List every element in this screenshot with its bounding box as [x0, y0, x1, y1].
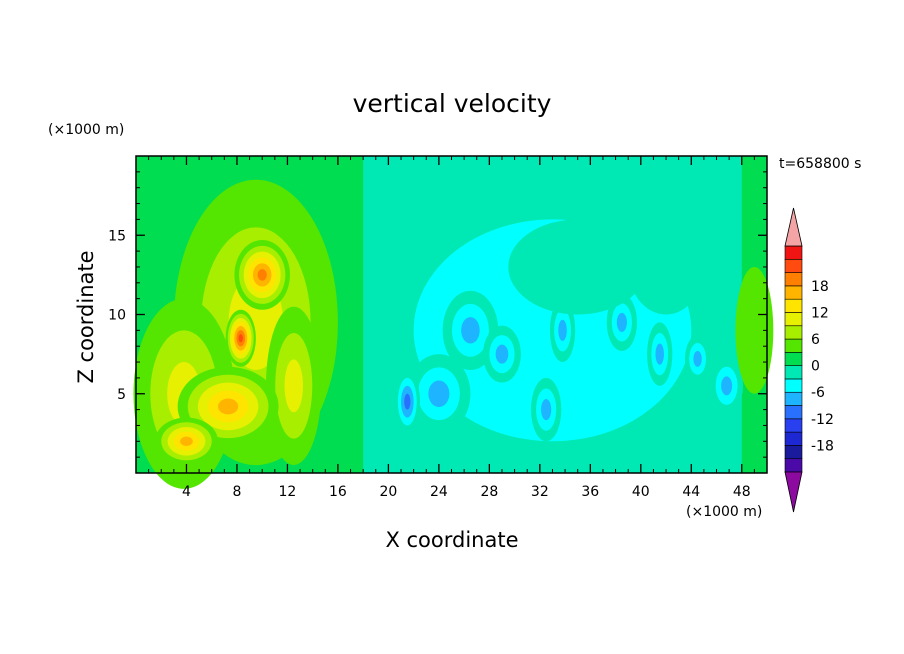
- x-tick-label: 16: [329, 484, 347, 500]
- colorbar-tick-label: -18: [811, 438, 834, 454]
- time-label: t=658800 s: [779, 156, 861, 172]
- colorbar-segment: [784, 338, 803, 353]
- colorbar-segment: [784, 458, 803, 473]
- field-contour-3-3: [284, 359, 304, 413]
- y-axis-label: Z coordinate: [74, 250, 98, 383]
- field-contour-6-6: [257, 269, 267, 281]
- colorbar-segment: [784, 405, 803, 420]
- field-contour-9-3: [461, 317, 480, 344]
- colorbar-segment: [784, 285, 803, 300]
- colorbar-tick-label: -6: [811, 385, 825, 401]
- x-unit-label: (×1000 m): [686, 504, 762, 520]
- x-tick-label: 32: [531, 484, 549, 500]
- x-axis-label: X coordinate: [385, 528, 518, 552]
- x-tick-label: 28: [480, 484, 498, 500]
- x-tick-label: 4: [182, 484, 191, 500]
- x-tick-label: 48: [733, 484, 751, 500]
- x-tick-label: 20: [379, 484, 397, 500]
- x-tick-label: 8: [232, 484, 241, 500]
- colorbar-segment: [784, 272, 803, 287]
- field-contour-15-3: [655, 343, 664, 365]
- field-contour-11-4: [404, 393, 411, 410]
- field-contour-13-3: [558, 319, 567, 341]
- field-contour-7-5: [180, 436, 193, 447]
- colorbar-segment: [784, 365, 803, 380]
- heatmap-field: [133, 156, 774, 489]
- colorbar-segment: [784, 352, 803, 366]
- colorbar-tick-label: 6: [811, 332, 820, 348]
- colorbar-segment: [784, 391, 803, 406]
- x-tick-label: 24: [430, 484, 448, 500]
- field-contour-12-3: [541, 399, 552, 421]
- colorbar-tick-label: 0: [811, 359, 820, 375]
- field-contour-8-3: [428, 380, 450, 407]
- y-tick-label: 5: [117, 387, 126, 403]
- colorbar-segment: [784, 298, 803, 313]
- colorbar-segment: [784, 445, 803, 460]
- y-tick-label: 10: [108, 308, 126, 324]
- y-unit-label: (×1000 m): [48, 122, 124, 138]
- y-tick-label: 15: [108, 228, 126, 244]
- colorbar-segment: [784, 431, 803, 446]
- field-contour-17-3: [721, 376, 733, 396]
- field-contour-19-1: [628, 219, 704, 315]
- colorbar-segment: [784, 325, 803, 340]
- field-contour-5-7: [238, 334, 243, 343]
- colorbar-segment: [784, 378, 803, 393]
- field-contour-14-3: [616, 312, 627, 332]
- x-tick-label: 44: [682, 484, 700, 500]
- colorbar-tick-label: 18: [811, 279, 829, 295]
- colorbar-over-arrow: [784, 207, 803, 247]
- chart-title: vertical velocity: [353, 89, 552, 118]
- colorbar-segment: [784, 245, 803, 260]
- x-tick-label: 40: [632, 484, 650, 500]
- colorbar-tick-label: -12: [811, 412, 834, 428]
- colorbar-segment: [784, 258, 803, 273]
- field-contour-4-5: [218, 398, 239, 415]
- colorbar-segment: [784, 418, 803, 433]
- x-tick-label: 12: [279, 484, 297, 500]
- x-tick-label: 36: [581, 484, 599, 500]
- field-contour-18-1: [508, 219, 648, 315]
- field-contour-16-3: [693, 350, 702, 367]
- field-contour-10-3: [495, 344, 509, 364]
- colorbar: -18 -12 -6 0 6 12 18: [784, 207, 834, 513]
- colorbar-tick-label: 12: [811, 305, 829, 321]
- colorbar-under-arrow: [784, 471, 803, 513]
- colorbar-segment: [784, 312, 803, 327]
